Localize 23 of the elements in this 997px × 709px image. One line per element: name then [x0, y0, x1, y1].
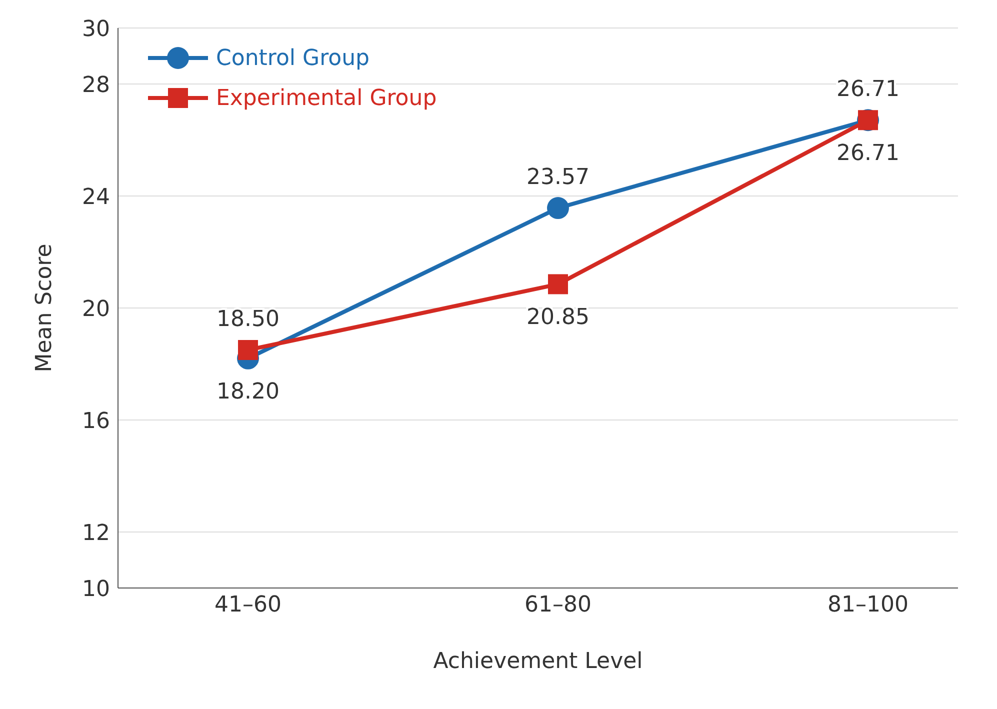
x-tick-label: 81–100 — [828, 592, 908, 618]
data-label: 26.71 — [836, 141, 900, 166]
y-tick-label: 16 — [82, 408, 110, 434]
y-tick-label: 10 — [82, 576, 110, 602]
x-axis-title: Achievement Level — [433, 649, 643, 674]
y-tick-label: 30 — [82, 16, 110, 42]
data-label: 23.57 — [526, 165, 590, 190]
point — [547, 197, 569, 220]
y-tick-label: 20 — [82, 296, 110, 322]
point — [238, 340, 258, 360]
legend-label: Experimental Group — [216, 86, 437, 110]
y-tick-label: 12 — [82, 520, 110, 546]
point — [548, 274, 568, 294]
y-tick-label: 28 — [82, 72, 110, 98]
data-label: 20.85 — [526, 305, 590, 330]
data-label: 18.50 — [216, 307, 280, 332]
data-label: 18.20 — [216, 379, 280, 404]
x-tick-label: 61–80 — [524, 592, 592, 618]
data-label: 26.71 — [836, 77, 900, 102]
legend-label: Control Group — [216, 46, 370, 70]
y-tick-label: 24 — [82, 184, 110, 210]
y-axis-title: Mean Score — [32, 244, 57, 372]
x-tick-label: 41–60 — [214, 592, 282, 618]
